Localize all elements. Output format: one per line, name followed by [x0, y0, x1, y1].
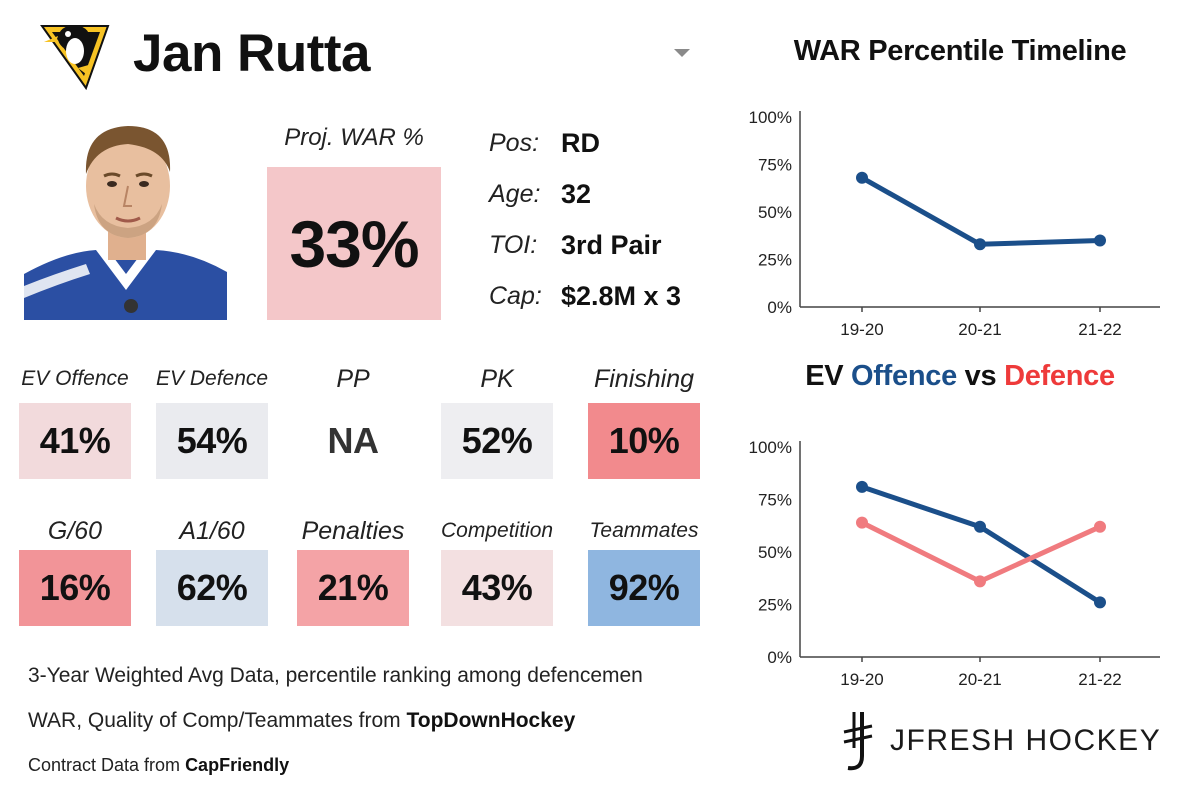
- jfresh-logo-icon: [838, 708, 878, 774]
- war-percentile-chart: 0% 25% 50% 75% 100% 19-20 20-21 21-22: [749, 108, 1160, 339]
- data-point-0-0-2: [1094, 234, 1106, 247]
- proj-war-label: Proj. WAR %: [284, 124, 424, 151]
- chart-title-war-timeline: WAR Percentile Timeline: [793, 35, 1127, 67]
- x-tick-label: 20-21: [958, 670, 1001, 689]
- data-point-0-0-0: [856, 171, 868, 184]
- bio-value-cap: $2.8M x 3: [561, 281, 682, 311]
- ev-offence-defence-chart: 0% 25% 50% 75% 100% 19-20 20-21 21-22: [749, 438, 1160, 689]
- proj-war-value: 33%: [267, 167, 441, 320]
- y-tick-label: 0%: [767, 298, 792, 317]
- stat-value-pk: 52%: [441, 403, 553, 479]
- bio-key-cap: Cap:: [489, 282, 542, 310]
- data-point-1-1-0: [856, 516, 868, 529]
- data-point-0-0-1: [974, 238, 986, 251]
- note-contract-source-prefix: Contract Data from: [28, 755, 186, 775]
- stat-label-pk: PK: [480, 365, 514, 393]
- stat-value-a160: 62%: [156, 550, 268, 626]
- series-line-0-0: [859, 175, 1103, 247]
- bio-key-pos: Pos:: [489, 129, 540, 157]
- data-point-1-0-1: [974, 520, 986, 533]
- chart-title-part-offence: Offence: [851, 360, 957, 392]
- x-tick-label: 21-22: [1078, 670, 1121, 689]
- note-war-source: WAR, Quality of Comp/Teammates from TopD…: [28, 709, 575, 733]
- x-tick-label: 20-21: [958, 320, 1001, 339]
- chart-title-part-vs: vs: [956, 360, 1005, 392]
- data-point-1-0-0: [856, 480, 868, 493]
- stat-label-pp: PP: [336, 365, 370, 393]
- x-tick-label: 21-22: [1078, 320, 1121, 339]
- y-tick-label: 50%: [758, 203, 792, 222]
- stat-label-competition: Competition: [441, 519, 554, 542]
- stat-label-teammates: Teammates: [589, 519, 699, 542]
- stat-value-ev-offence: 41%: [19, 403, 131, 479]
- data-point-1-1-1: [974, 575, 986, 588]
- y-tick-label: 0%: [767, 648, 792, 667]
- chart-title-part-ev: EV: [805, 360, 852, 392]
- data-point-1-0-2: [1094, 596, 1106, 609]
- data-point-1-1-2: [1094, 520, 1106, 533]
- bio-key-toi: TOI:: [489, 231, 538, 259]
- y-tick-label: 100%: [749, 438, 792, 457]
- stat-value-ev-defence: 54%: [156, 403, 268, 479]
- y-tick-label: 25%: [758, 251, 792, 270]
- y-tick-label: 75%: [758, 491, 792, 510]
- bio-value-pos: RD: [561, 128, 600, 158]
- chevron-down-icon[interactable]: [672, 46, 692, 58]
- stat-value-finishing: 10%: [588, 403, 700, 479]
- player-name: Jan Rutta: [133, 24, 370, 83]
- y-tick-label: 75%: [758, 156, 792, 175]
- chart-title-part-defence: Defence: [1004, 360, 1115, 392]
- stat-value-competition: 43%: [441, 550, 553, 626]
- penguins-logo: [34, 16, 112, 91]
- stat-label-penalties: Penalties: [301, 517, 405, 545]
- note-war-source-name: TopDownHockey: [406, 709, 576, 732]
- stat-label-ev-defence: EV Defence: [156, 367, 269, 390]
- note-contract-source: Contract Data from CapFriendly: [28, 755, 289, 776]
- stat-value-pp: NA: [297, 403, 409, 479]
- y-tick-label: 25%: [758, 596, 792, 615]
- stat-label-finishing: Finishing: [593, 365, 695, 393]
- stat-label-g60: G/60: [47, 517, 103, 545]
- stat-value-teammates: 92%: [588, 550, 700, 626]
- y-tick-label: 50%: [758, 543, 792, 562]
- bio-key-age: Age:: [489, 180, 541, 208]
- stat-label-ev-offence: EV Offence: [21, 367, 129, 390]
- x-tick-label: 19-20: [840, 670, 883, 689]
- bio-value-age: 32: [561, 179, 592, 209]
- stat-value-penalties: 21%: [297, 550, 409, 626]
- stat-label-a160: A1/60: [179, 517, 245, 545]
- note-contract-source-name: CapFriendly: [185, 755, 290, 775]
- note-war-source-prefix: WAR, Quality of Comp/Teammates from: [28, 709, 407, 732]
- y-tick-label: 100%: [749, 108, 792, 127]
- bio-value-toi: 3rd Pair: [561, 230, 662, 260]
- player-headshot: [24, 114, 227, 320]
- note-methodology: 3-Year Weighted Avg Data, percentile ran…: [28, 664, 643, 687]
- chart-title-ev-offence-vs-defence: EV Offence vs Defence: [760, 360, 1160, 393]
- x-tick-label: 19-20: [840, 320, 883, 339]
- stat-value-g60: 16%: [19, 550, 131, 626]
- brand-name: JFRESH HOCKEY: [890, 724, 1162, 757]
